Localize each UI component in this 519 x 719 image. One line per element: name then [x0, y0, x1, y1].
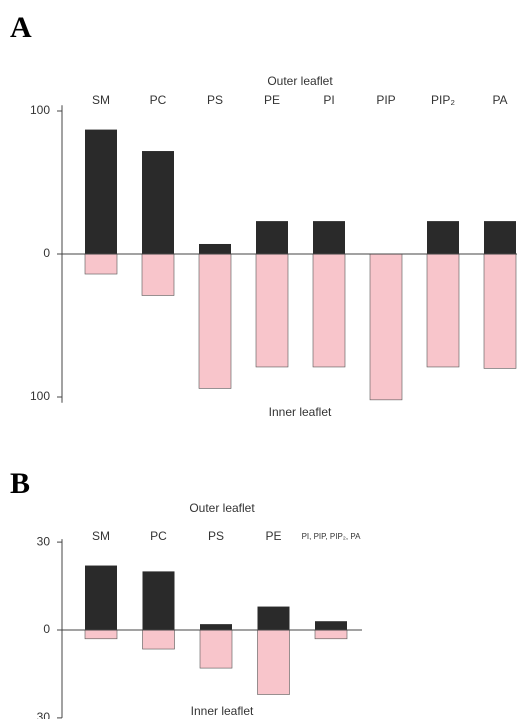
series-label: Inner leaflet: [191, 704, 254, 718]
bar: [84, 629, 118, 640]
x-category-label: PIP₂: [431, 93, 455, 107]
x-category-label: PI: [323, 93, 334, 107]
bar: [141, 253, 175, 296]
bar: [255, 253, 289, 368]
bar: [483, 253, 517, 369]
panel-label: A: [10, 11, 32, 44]
series-label: Inner leaflet: [269, 405, 332, 419]
series-label: Outer leaflet: [189, 501, 255, 515]
x-category-label: PS: [208, 529, 224, 543]
bar: [199, 243, 231, 254]
bar: [314, 629, 348, 640]
bar: [369, 253, 403, 401]
bar: [199, 629, 233, 669]
x-category-label: PIP: [376, 93, 395, 107]
bar: [142, 629, 175, 650]
panel-label: B: [10, 467, 30, 500]
y-tick-label: 30: [37, 534, 51, 548]
bar: [84, 253, 118, 275]
x-category-label: PS: [207, 93, 223, 107]
x-category-label: SM: [92, 529, 110, 543]
bar: [312, 253, 346, 368]
bar: [198, 253, 232, 389]
bar: [85, 129, 117, 254]
x-category-label: SM: [92, 93, 110, 107]
y-tick-label: 0: [43, 246, 50, 260]
bar: [427, 221, 459, 254]
x-category-label: PC: [150, 529, 167, 543]
x-category-label: PC: [150, 93, 167, 107]
bar: [142, 571, 175, 630]
bar: [256, 221, 288, 254]
x-category-label: PI, PIP, PIP₂, PA: [302, 532, 362, 541]
bar: [200, 624, 232, 630]
x-category-label: PE: [265, 529, 281, 543]
bar: [257, 606, 290, 630]
y-tick-label: 30: [37, 710, 51, 719]
bar: [426, 253, 460, 368]
bar: [484, 221, 516, 254]
bar: [315, 621, 347, 630]
y-tick-label: 100: [30, 389, 50, 403]
bar: [313, 221, 345, 254]
series-label: Outer leaflet: [267, 74, 333, 88]
y-tick-label: 0: [43, 622, 50, 636]
x-category-label: PE: [264, 93, 280, 107]
bar: [257, 629, 290, 695]
bar: [142, 151, 174, 254]
x-category-label: PA: [492, 93, 507, 107]
y-tick-label: 100: [30, 103, 50, 117]
bar: [85, 565, 117, 630]
